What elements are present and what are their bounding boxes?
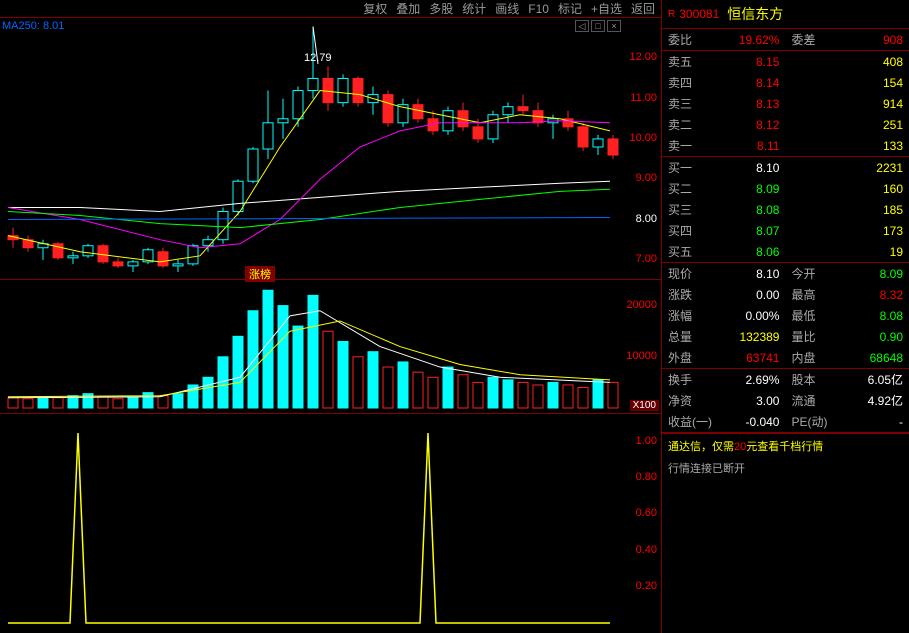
kline-chart[interactable]: MA250: 8.01 ◁ □ × 12.79 12.0011.0010.009…	[0, 18, 661, 280]
indicator-yaxis: 1.000.800.600.400.20	[619, 414, 659, 633]
toolbar-画线[interactable]: 画线	[491, 0, 523, 17]
indicator-svg	[0, 414, 620, 633]
kline-yaxis: 12.0011.0010.009.008.007.00	[619, 18, 659, 280]
stock-header: R 300081 恒信东方	[662, 0, 909, 29]
toolbar-多股[interactable]: 多股	[425, 0, 457, 17]
stock-name: 恒信东方	[727, 4, 783, 24]
stock-code: 300081	[679, 7, 719, 21]
promo-message: 通达信，仅需20元查看千档行情	[662, 433, 909, 458]
volume-yaxis: 2000010000	[619, 280, 659, 400]
toolbar-返回[interactable]: 返回	[627, 0, 659, 17]
toolbar-+自选[interactable]: +自选	[587, 0, 626, 17]
peak-label: 12.79	[304, 52, 332, 64]
toolbar-F10[interactable]: F10	[524, 2, 553, 16]
toolbar-统计[interactable]: 统计	[458, 0, 490, 17]
toolbar-复权[interactable]: 复权	[359, 0, 391, 17]
x100-badge: X100	[630, 400, 659, 411]
volume-svg	[0, 280, 620, 412]
stock-prefix: R	[668, 9, 675, 20]
quote-panel: R 300081 恒信东方 委比19.62%委差908卖五8.15408卖四8.…	[662, 0, 909, 633]
volume-chart[interactable]: 涨榜 2000010000 X100	[0, 280, 661, 414]
toolbar: 复权叠加多股统计画线F10标记+自选返回	[0, 0, 661, 18]
toolbar-标记[interactable]: 标记	[554, 0, 586, 17]
connection-status: 行情连接已断开	[662, 458, 909, 478]
indicator-chart[interactable]: 1.000.800.600.400.20	[0, 414, 661, 633]
toolbar-叠加[interactable]: 叠加	[392, 0, 424, 17]
quote-table: 委比19.62%委差908卖五8.15408卖四8.14154卖三8.13914…	[662, 29, 909, 433]
